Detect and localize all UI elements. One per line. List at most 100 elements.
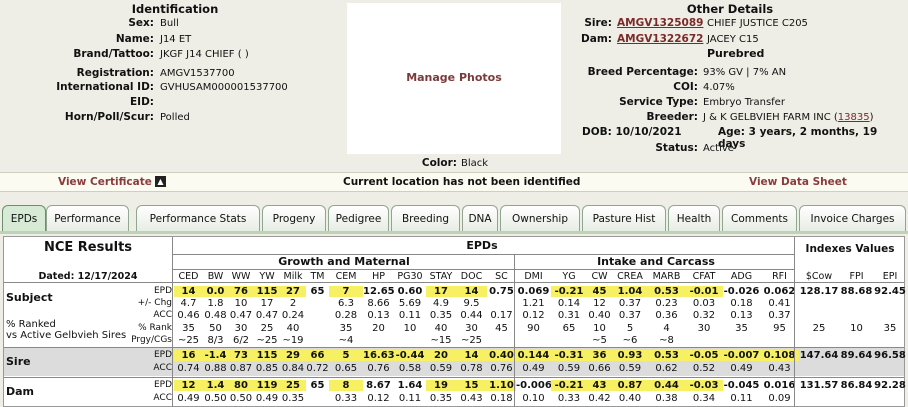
- subject-acc-cell: 0.11: [398, 310, 422, 321]
- subject-prgy-cell: ~25: [256, 335, 278, 346]
- sire-acc-cell: 0.49: [730, 363, 753, 374]
- sire-row-label: Sire: [6, 355, 31, 368]
- subject-epd-cell: 0.75: [489, 286, 514, 297]
- subject-acc-cell: 0.12: [522, 310, 545, 321]
- sire-acc-cell: 0.66: [588, 363, 611, 374]
- dam-acc-cell: 0.09: [768, 393, 791, 404]
- subject-rank-cell: 35: [339, 323, 353, 334]
- column-header-ww: WW: [231, 271, 251, 282]
- subject-rank-cell: 5: [626, 323, 634, 334]
- sire-acc-label: ACC: [153, 363, 172, 373]
- sire-epd-label: EPD: [153, 350, 172, 360]
- tab-pasture-hist[interactable]: Pasture Hist: [582, 205, 666, 232]
- subject-prgy-cell: ~4: [338, 335, 354, 346]
- tab-progeny[interactable]: Progeny: [262, 205, 326, 232]
- subject-epd-cell: 12.65: [363, 286, 395, 297]
- tab-comments[interactable]: Comments: [722, 205, 797, 232]
- row-divider: [4, 377, 904, 378]
- subject-rank-cell: 35: [182, 323, 195, 334]
- sire-epd-cell: 0.93: [612, 350, 648, 361]
- tab-performance[interactable]: Performance: [46, 205, 129, 232]
- view-data-sheet-link[interactable]: View Data Sheet: [749, 176, 847, 188]
- column-divider: [514, 254, 515, 407]
- subject-rank-cell: 4: [663, 323, 670, 334]
- status-label: Status:: [655, 142, 698, 154]
- subject-chg-cell: 0.14: [557, 298, 581, 309]
- sire-epd-cell: -0.007: [723, 350, 760, 361]
- sire-epd-cell: 89.64: [840, 350, 873, 361]
- subject-chg-cell: 0.03: [692, 298, 716, 309]
- subject-epd-cell: 7: [329, 286, 363, 297]
- view-certificate-link[interactable]: View Certificate: [58, 176, 152, 188]
- column-header-adg: ADG: [730, 271, 753, 282]
- popup-icon[interactable]: ▲: [155, 176, 166, 187]
- subject-chg-cell: 0.23: [655, 298, 678, 309]
- identification-row-label: International ID:: [56, 81, 154, 93]
- epds-title: EPDs: [466, 239, 498, 252]
- sire-acc-cell: 0.78: [460, 363, 483, 374]
- dam-acc-cell: 0.50: [204, 393, 227, 404]
- sire-epd-cell: 36: [587, 350, 612, 361]
- column-header-ced: CED: [178, 271, 199, 282]
- breeder-value: J & K GELBVIEH FARM INC (13835): [703, 112, 873, 123]
- dam-acc-cell: 0.33: [334, 393, 358, 404]
- tab-breeding[interactable]: Breeding: [391, 205, 460, 232]
- subject-acc-cell: 0.37: [768, 310, 791, 321]
- tab-ownership[interactable]: Ownership: [500, 205, 580, 232]
- subject-epd-cell: -0.21: [551, 286, 587, 297]
- dam-epd-cell: -0.21: [551, 380, 587, 391]
- subject-epd-cell: 17: [426, 286, 456, 297]
- dam-name: JACEY C15: [707, 34, 759, 45]
- tab-invoice-charges[interactable]: Invoice Charges: [799, 205, 906, 232]
- subject-rank-cell: 25: [260, 323, 274, 334]
- epd-panel: NCE Results Dated: 12/17/2024 EPDs Growth a…: [3, 236, 906, 407]
- dam-epd-cell: 80: [228, 380, 254, 391]
- column-header-dmi: DMI: [524, 271, 543, 282]
- column-header-yg: YG: [562, 271, 576, 282]
- subject-chg-cell: 0.18: [730, 298, 753, 309]
- tab-health[interactable]: Health: [668, 205, 720, 232]
- dam-epd-cell: -0.045: [723, 380, 760, 391]
- sire-epd-cell: 147.64: [799, 350, 839, 361]
- subject-acc-cell: 0.44: [460, 310, 483, 321]
- tab-performance-stats[interactable]: Performance Stats: [136, 205, 260, 232]
- sire-acc-cell: 0.62: [655, 363, 678, 374]
- tab-epds[interactable]: EPDs: [2, 205, 46, 232]
- sire-label: Sire:: [584, 17, 612, 29]
- tab-dna[interactable]: DNA: [462, 205, 498, 232]
- column-divider: [172, 237, 173, 407]
- subject-acc-cell: 0.31: [557, 310, 581, 321]
- dam-id-link[interactable]: AMGV1322672: [617, 33, 704, 45]
- subject-prgy-cell: ~25: [460, 335, 483, 346]
- dam-epd-cell: 1.10: [487, 380, 516, 391]
- other-detail-label: Breed Percentage:: [587, 66, 698, 78]
- sire-id-link[interactable]: AMGV1325089: [617, 17, 704, 29]
- column-header-bw: BW: [207, 271, 224, 282]
- tab-underline: [0, 231, 908, 234]
- subject-chg-cell: 4.7: [180, 298, 197, 309]
- column-header-hp: HP: [372, 271, 385, 282]
- subject-rank-cell: 45: [495, 323, 508, 334]
- breeder-link[interactable]: 13835: [837, 112, 870, 123]
- row-label-rank: % Rank: [138, 323, 172, 333]
- sire-acc-cell: 0.49: [522, 363, 545, 374]
- tab-pedigree[interactable]: Pedigree: [328, 205, 389, 232]
- sire-acc-cell: 0.76: [367, 363, 390, 374]
- other-detail-label: COI:: [673, 81, 698, 93]
- sire-epd-cell: 16: [174, 350, 203, 361]
- subject-rank-cell: 95: [773, 323, 786, 334]
- subject-acc-cell: 0.46: [177, 310, 200, 321]
- subject-acc-cell: 0.47: [229, 310, 253, 321]
- subject-epd-cell: 0.069: [517, 286, 550, 297]
- subject-chg-cell: 6.3: [338, 298, 354, 309]
- subject-epd-cell: 0.0: [203, 286, 228, 297]
- row-divider: [4, 347, 904, 348]
- identification-row-value: J14 ET: [160, 34, 192, 45]
- dam-acc-cell: 0.40: [618, 393, 642, 404]
- sire-acc-cell: 0.52: [692, 363, 716, 374]
- dam-acc-cell: 0.49: [177, 393, 200, 404]
- location-message: Current location has not been identified: [343, 176, 581, 188]
- column-header-rfi: RFI: [772, 271, 787, 282]
- manage-photos-link[interactable]: Manage Photos: [406, 71, 502, 84]
- subject-epd-cell: 27: [280, 286, 306, 297]
